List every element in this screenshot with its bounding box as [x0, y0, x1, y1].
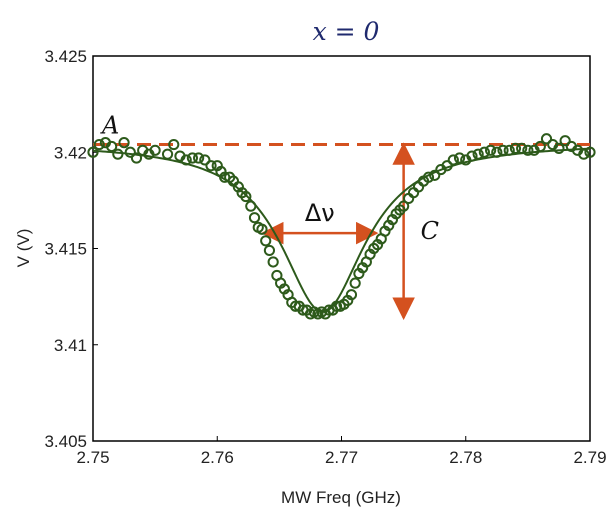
data-point: [330, 300, 343, 312]
y-tick-label: 3.42: [54, 143, 87, 162]
y-axis-title: V (V): [14, 229, 33, 268]
data-point: [441, 160, 453, 172]
data-point: [180, 154, 192, 166]
data-point: [553, 142, 565, 154]
fit-curve: [92, 147, 591, 313]
annotation-labels: A Δν C: [100, 112, 439, 246]
data-point: [522, 144, 534, 156]
x-tick-label: 2.75: [76, 448, 109, 467]
data-point: [491, 146, 503, 158]
data-point: [205, 160, 217, 172]
data-point: [516, 142, 528, 154]
baseline-label: A: [100, 112, 119, 140]
x-tick-label: 2.78: [449, 448, 482, 467]
data-point: [540, 133, 553, 145]
data-point: [106, 140, 118, 153]
data-point: [422, 171, 435, 183]
data-point: [149, 144, 161, 156]
data-point: [219, 171, 231, 183]
y-axis-ticks: 3.405 3.41 3.415 3.42 3.425: [44, 47, 98, 451]
data-point: [267, 256, 279, 268]
x-axis-ticks: 2.75 2.76 2.77 2.78 2.79: [76, 436, 607, 467]
data-point: [112, 148, 124, 160]
x-tick-label: 2.76: [201, 448, 234, 467]
data-point: [248, 212, 261, 224]
data-point: [349, 277, 361, 289]
data-point: [578, 148, 590, 160]
data-point: [398, 200, 410, 212]
data-point: [466, 150, 478, 162]
plot-frame: [92, 55, 591, 442]
data-point: [118, 137, 130, 149]
linewidth-label: Δν: [305, 199, 335, 227]
data-point: [186, 152, 198, 164]
data-point: [447, 154, 459, 166]
x-tick-label: 2.79: [573, 448, 606, 467]
data-point: [240, 190, 252, 203]
data-point: [345, 289, 358, 301]
y-tick-label: 3.405: [44, 432, 87, 451]
y-tick-label: 3.425: [44, 47, 87, 66]
data-point: [199, 154, 211, 166]
data-point: [503, 144, 515, 156]
data-point: [130, 152, 143, 164]
data-point: [472, 148, 484, 160]
contrast-label: C: [421, 217, 439, 245]
data-point: [245, 200, 257, 212]
data-point: [260, 235, 272, 247]
data-point: [124, 146, 136, 158]
data-point: [453, 152, 466, 164]
data-point: [559, 135, 571, 147]
y-tick-label: 3.41: [54, 336, 87, 355]
annotation-layer: [93, 142, 590, 321]
data-point: [478, 146, 490, 158]
data-point: [87, 146, 99, 158]
data-point: [93, 138, 105, 151]
data-point: [168, 138, 180, 151]
data-point: [485, 144, 497, 156]
data-point: [509, 142, 522, 154]
data-point: [429, 169, 441, 181]
data-point: [256, 223, 268, 235]
x-axis-title: MW Freq (GHz): [281, 488, 401, 507]
data-point: [161, 148, 174, 160]
fit-layer: [92, 147, 591, 313]
data-point: [584, 146, 596, 158]
data-point: [263, 244, 276, 257]
x-tick-label: 2.77: [325, 448, 358, 467]
data-point: [193, 152, 205, 164]
data-point: [534, 140, 546, 153]
y-tick-label: 3.415: [44, 240, 87, 259]
data-points: [87, 133, 596, 320]
chart-title: x = 0: [313, 17, 380, 46]
data-point: [497, 144, 509, 156]
